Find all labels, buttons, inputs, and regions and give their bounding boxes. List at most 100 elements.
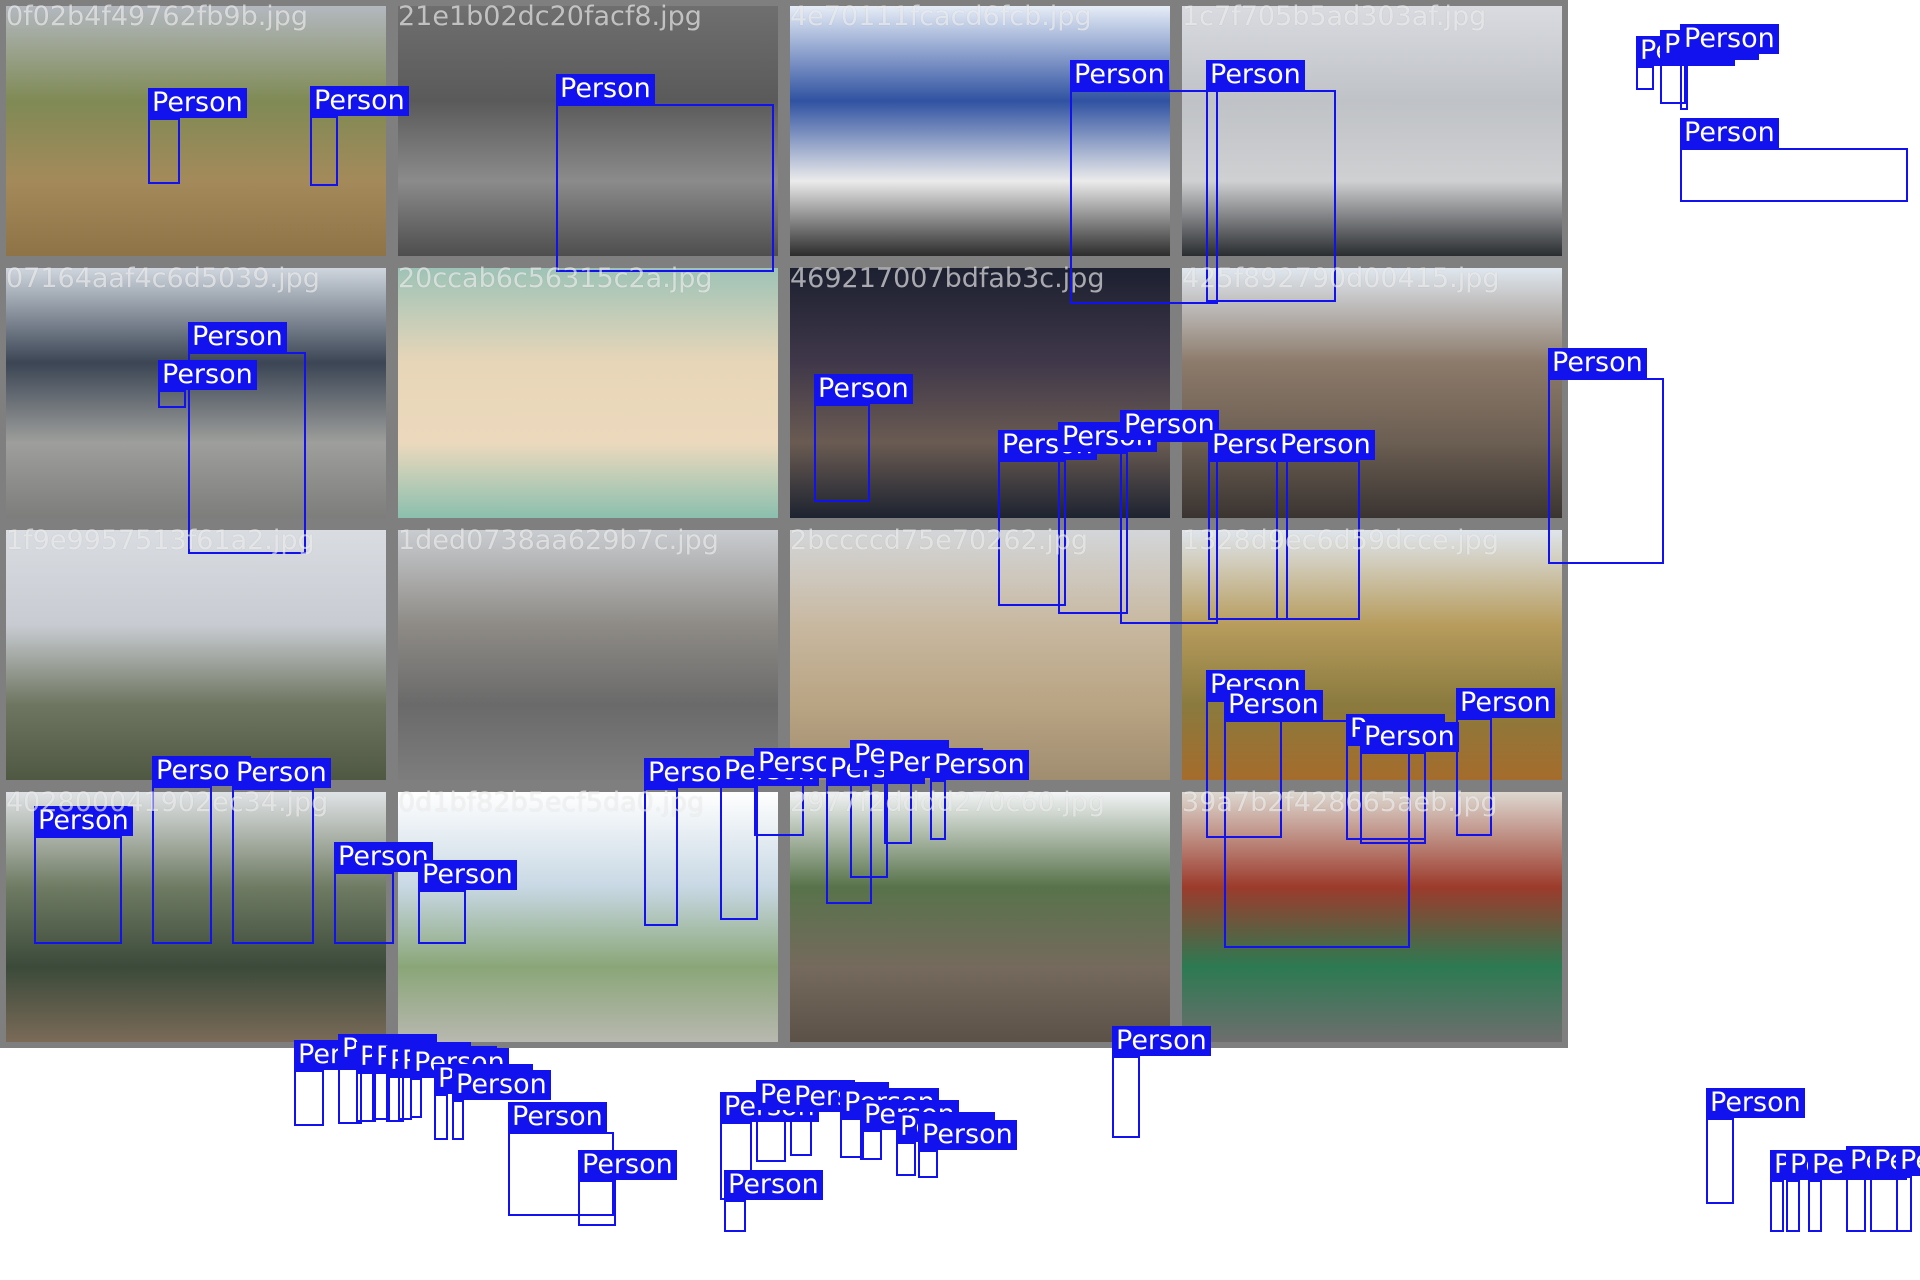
image-tile: 4e70111fcacd6fcb.jpg: [784, 0, 1176, 262]
detection-label: Person: [814, 374, 913, 404]
detection-label: Person: [724, 1170, 823, 1200]
detection-box: [644, 788, 678, 926]
detection-box: [152, 786, 212, 944]
scene-image: [1182, 268, 1562, 518]
image-tile: 2977f2dddd270c60.jpg: [784, 786, 1176, 1048]
filename-label: 425f892790d00415.jpg: [1182, 263, 1500, 294]
detection-label: Person: [1896, 1146, 1920, 1176]
filename-label: 0f02b4f49762fb9b.jpg: [6, 1, 309, 32]
detection-label: Person: [1548, 348, 1647, 378]
scene-image: [6, 6, 386, 256]
scene-image: [790, 6, 1170, 256]
detection-box: [386, 1076, 404, 1122]
detection-box: [188, 352, 306, 554]
filename-label: 07164aaf4c6d5039.jpg: [6, 263, 320, 294]
detection-label: Person: [158, 360, 257, 390]
scene-image: [6, 268, 386, 518]
scene-image: [398, 6, 778, 256]
detection-box: [1680, 148, 1908, 202]
detection-box: [998, 460, 1066, 606]
image-tile: 1f9e9957513f61a2.jpg: [0, 524, 392, 786]
detection-label: Person: [1706, 1088, 1805, 1118]
detection-box: [724, 1200, 746, 1232]
detection-label: Person: [1120, 410, 1219, 440]
detection-box: [840, 1118, 864, 1158]
filename-label: 20ccab6c56315c2a.jpg: [398, 263, 713, 294]
filename-label: 1ded0738aa629b7c.jpg: [398, 525, 719, 556]
detection-box: [1636, 66, 1654, 90]
detection-label: Person: [1224, 690, 1323, 720]
detection-box: [1224, 720, 1410, 948]
detection-box: [896, 1142, 916, 1176]
scene-image: [790, 530, 1170, 780]
detection-box: [1846, 1176, 1866, 1232]
filename-label: 39a7b2f428665aeb.jpg: [1182, 787, 1498, 818]
detection-box: [720, 786, 758, 920]
detection-box: [452, 1100, 464, 1140]
detection-label: Person: [1070, 60, 1169, 90]
detection-box: [1706, 1118, 1734, 1204]
detection-box: [232, 788, 314, 944]
scene-image: [1182, 6, 1562, 256]
detection-box: [1770, 1180, 1784, 1232]
filename-label: 0d1bf82b5ecf5da0.jpg: [398, 787, 705, 818]
detection-box: [1870, 1176, 1898, 1232]
filename-label: 402800041902ec34.jpg: [6, 787, 329, 818]
filename-label: 1c7f705b5ad303af.jpg: [1182, 1, 1487, 32]
scene-image: [398, 792, 778, 1042]
detection-box: [918, 1150, 938, 1178]
detection-box: [930, 780, 946, 840]
filename-label: 4e70111fcacd6fcb.jpg: [790, 1, 1092, 32]
detection-box: [1070, 90, 1218, 304]
filename-label: 21e1b02dc20facf8.jpg: [398, 1, 702, 32]
detection-box: [334, 872, 394, 944]
detection-box: [294, 1070, 324, 1126]
detection-box: [310, 116, 338, 186]
detection-label: Person: [1456, 688, 1555, 718]
detection-box: [1208, 460, 1288, 620]
detection-label: Person: [310, 86, 409, 116]
detection-box: [148, 118, 180, 184]
detection-label: Person: [1360, 722, 1459, 752]
scene-image: [790, 792, 1170, 1042]
detection-label: Person: [148, 88, 247, 118]
detection-label: Person: [34, 806, 133, 836]
image-tile: 0f02b4f49762fb9b.jpg: [0, 0, 392, 262]
detection-label: Person: [188, 322, 287, 352]
filename-label: 469217007bdfab3c.jpg: [790, 263, 1105, 294]
image-tile: 469217007bdfab3c.jpg: [784, 262, 1176, 524]
detection-box: [826, 784, 872, 904]
detection-label: Person: [556, 74, 655, 104]
detection-label: Person: [452, 1070, 551, 1100]
image-tile: 39a7b2f428665aeb.jpg: [1176, 786, 1568, 1048]
detection-label: Person: [918, 1120, 1017, 1150]
scene-image: [398, 268, 778, 518]
detection-box: [578, 1180, 616, 1226]
image-tile: 1ded0738aa629b7c.jpg: [392, 524, 784, 786]
scene-image: [398, 530, 778, 780]
detection-box: [356, 1072, 376, 1122]
detection-label: Person: [1680, 118, 1779, 148]
detection-box: [556, 104, 774, 272]
detection-label: Person: [418, 860, 517, 890]
detection-label: Person: [1112, 1026, 1211, 1056]
detection-label: Person: [334, 842, 433, 872]
image-tile: 21e1b02dc20facf8.jpg: [392, 0, 784, 262]
filename-label: 2977f2dddd270c60.jpg: [790, 787, 1106, 818]
detection-label: Person: [232, 758, 331, 788]
detection-label: Person: [1206, 60, 1305, 90]
detection-box: [860, 1130, 882, 1160]
detection-box: [158, 390, 186, 408]
detection-box: [34, 836, 122, 944]
filename-label: 1328d9ec6d59dcce.jpg: [1182, 525, 1499, 556]
image-tile: 2bccccd75e70262.jpg: [784, 524, 1176, 786]
detection-label: Person: [1276, 430, 1375, 460]
scene-image: [6, 530, 386, 780]
image-tile: 20ccab6c56315c2a.jpg: [392, 262, 784, 524]
detection-label: Person: [508, 1102, 607, 1132]
image-tile: 425f892790d00415.jpg: [1176, 262, 1568, 524]
detection-box: [1112, 1056, 1140, 1138]
detection-box: [410, 1078, 422, 1118]
detection-box: [1456, 718, 1492, 836]
